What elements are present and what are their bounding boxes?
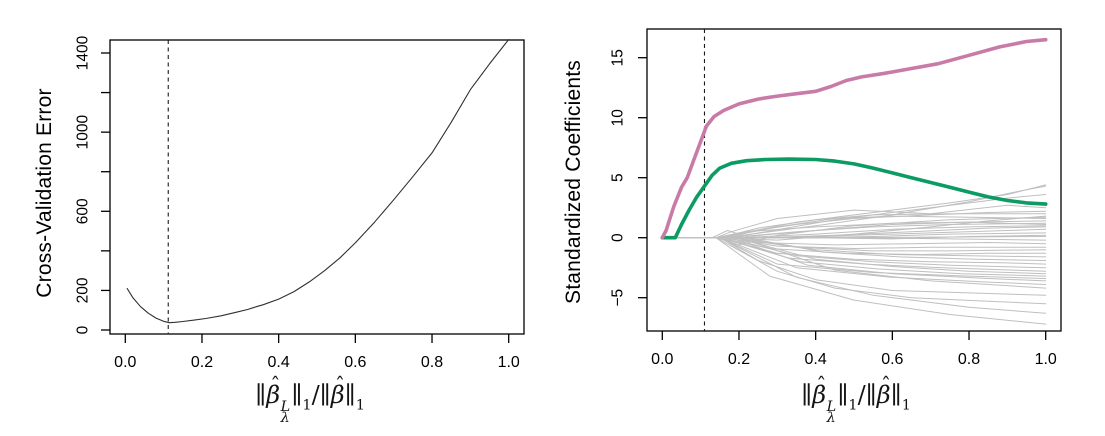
- subscript: 1: [302, 397, 312, 414]
- y-axis-tick-label: 10: [609, 109, 626, 127]
- active-coefficient-path-pink: [660, 37, 1048, 240]
- inactive-coefficient-paths: [661, 237, 1047, 241]
- y-axis-title-right: Standardized Coefficients: [562, 60, 585, 304]
- x-axis-tick-label: 0.0: [651, 351, 673, 368]
- math-glyph: ∥: [255, 381, 267, 410]
- coefficient-paths-plot: 0.0 0.2 0.4 0.6 0.8 1.0 −5 0 5 10 15: [609, 28, 1062, 368]
- math-glyph: ∥: [291, 381, 303, 410]
- x-axis-tick-label: 1.0: [498, 354, 520, 371]
- x-axis-tick-label: 0.8: [958, 351, 980, 368]
- x-axis-tick-label: 0.6: [344, 354, 366, 371]
- y-axis-tick-label: −5: [609, 289, 626, 307]
- x-axis-tick-label: 0.4: [805, 351, 827, 368]
- inactive-coefficient-paths: [661, 185, 1047, 239]
- x-axis-tick-label: 0.4: [268, 354, 290, 371]
- y-axis-tick-label: 600: [74, 198, 91, 224]
- y-axis-tick-label: 1400: [74, 35, 91, 70]
- x-axis-tick-label: 0.2: [191, 354, 213, 371]
- math-glyph: ∥: [837, 381, 849, 410]
- inactive-coefficient-paths: [661, 184, 1047, 239]
- y-axis-tick-label: 1000: [74, 115, 91, 150]
- inactive-coefficient-paths: [661, 216, 1047, 246]
- plot-box: [646, 28, 1062, 332]
- subscript: 1: [901, 397, 911, 414]
- math-glyph: /: [857, 381, 866, 410]
- hat-accent: ˆ: [334, 373, 346, 398]
- y-axis-title-left: Cross-Validation Error: [33, 88, 56, 298]
- math-glyph: ∥: [344, 381, 356, 410]
- math-glyph: ∥: [319, 381, 331, 410]
- math-glyph: ∥: [801, 381, 813, 410]
- x-axis-tick-label: 0.6: [881, 351, 903, 368]
- subscript: 1: [355, 397, 365, 414]
- inactive-coefficient-paths: [661, 194, 1047, 239]
- x-axis-tick-label: 1.0: [1035, 351, 1057, 368]
- hat-accent: ˆ: [880, 373, 892, 398]
- math-glyph: ∥: [865, 381, 877, 410]
- inactive-coefficient-paths: [661, 221, 1047, 239]
- subscript: 1: [848, 397, 858, 414]
- y-axis-tick-label: 200: [74, 277, 91, 303]
- inactive-coefficient-paths: [661, 204, 1047, 239]
- active-coefficient-path-green: [660, 157, 1048, 240]
- cv-error-curve: [126, 38, 510, 324]
- y-axis-tick-label: 0: [609, 233, 626, 242]
- hat-accent: ˆ: [816, 373, 827, 398]
- y-axis-tick-label: 0: [74, 325, 91, 334]
- math-glyph: /: [311, 381, 320, 410]
- hat-accent: ˆ: [270, 373, 281, 398]
- x-axis-tick-label: 0.2: [728, 351, 750, 368]
- plot-box: [109, 39, 525, 335]
- y-axis-tick-label: 5: [609, 173, 626, 182]
- math-glyph: ∥: [890, 381, 902, 410]
- inactive-coefficient-paths: [661, 237, 1047, 261]
- cv-error-plot: 0.0 0.2 0.4 0.6 0.8 1.0 0 200 600 1000 1400: [74, 35, 525, 371]
- y-axis-tick-label: 15: [609, 49, 626, 66]
- inactive-coefficient-paths: [661, 237, 1047, 314]
- x-axis-tick-label: 0.0: [114, 354, 136, 371]
- x-axis-tick-label: 0.8: [421, 354, 443, 371]
